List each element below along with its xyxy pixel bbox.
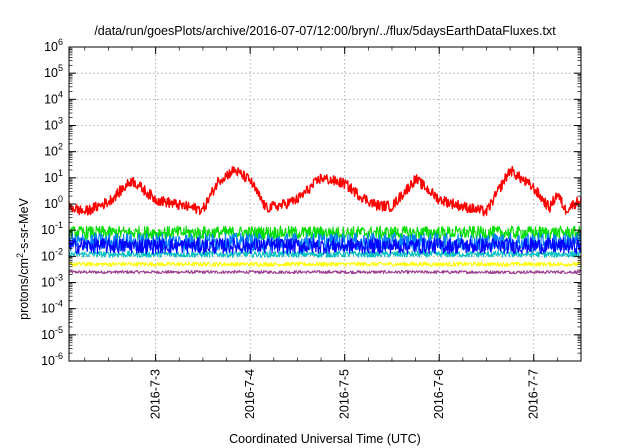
x-tick-labels: 2016-7-3 2016-7-4 2016-7-5 2016-7-6 2016-7-7 bbox=[149, 369, 541, 419]
y-tick-label: 10-1 bbox=[41, 220, 63, 237]
y-axis-label: protons/cm2-s-sr-MeV bbox=[15, 197, 31, 319]
x-tick-label: 2016-7-7 bbox=[527, 369, 541, 419]
y-tick-label: 10-4 bbox=[41, 299, 63, 316]
y-tick-label: 103 bbox=[44, 116, 63, 133]
y-tick-label: 105 bbox=[44, 63, 63, 80]
y-tick-label: 106 bbox=[44, 37, 63, 54]
y-tick-label: 10-2 bbox=[41, 246, 63, 263]
series-line-6 bbox=[68, 261, 582, 267]
series-line-4 bbox=[68, 237, 582, 255]
series-line-1 bbox=[68, 165, 582, 217]
y-tick-label: 100 bbox=[44, 194, 63, 211]
chart-title: /data/run/goesPlots/archive/2016-07-07/1… bbox=[94, 24, 556, 38]
series-line-7 bbox=[68, 269, 582, 275]
y-tick-label: 101 bbox=[44, 168, 63, 185]
plot-area bbox=[68, 165, 582, 275]
y-tick-label: 10-5 bbox=[41, 325, 63, 342]
y-tick-label: 10-6 bbox=[41, 351, 63, 368]
x-axis-label: Coordinated Universal Time (UTC) bbox=[229, 432, 421, 446]
series-line-5 bbox=[68, 250, 582, 258]
series-line-2 bbox=[68, 225, 582, 240]
x-tick-label: 2016-7-6 bbox=[432, 369, 446, 419]
y-tick-labels: 106 105 104 103 102 101 100 10-1 10-2 10-3 10-4 10-… bbox=[41, 37, 63, 368]
tick-marks bbox=[69, 46, 582, 362]
y-tick-label: 10-3 bbox=[41, 273, 63, 290]
x-tick-label: 2016-7-5 bbox=[338, 369, 352, 419]
grid-lines bbox=[69, 47, 581, 361]
plot-frame bbox=[68, 46, 582, 362]
x-tick-label: 2016-7-3 bbox=[149, 369, 163, 419]
x-tick-label: 2016-7-4 bbox=[243, 369, 257, 419]
y-tick-label: 104 bbox=[44, 89, 63, 106]
y-tick-label: 102 bbox=[44, 142, 63, 159]
